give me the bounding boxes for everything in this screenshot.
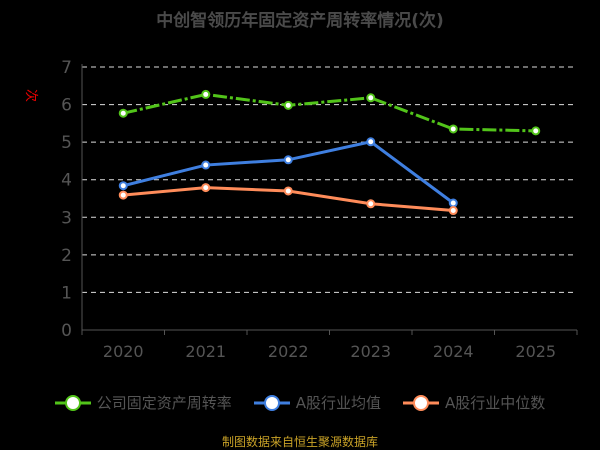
data-point — [283, 100, 293, 110]
data-point — [118, 181, 128, 191]
data-point — [366, 137, 376, 147]
x-tick-label: 2021 — [185, 342, 226, 361]
series-line-0 — [122, 92, 536, 133]
y-tick-label: 4 — [61, 171, 72, 191]
legend-label: 公司固定资产周转率 — [96, 394, 232, 412]
data-point — [283, 186, 293, 196]
legend-label: A股行业均值 — [295, 394, 381, 412]
y-tick-label: 3 — [61, 208, 72, 228]
y-tick-label: 5 — [61, 133, 72, 153]
data-point — [448, 124, 458, 134]
y-tick-label: 6 — [61, 96, 72, 116]
legend-marker-icon — [253, 394, 290, 411]
data-point — [201, 183, 211, 193]
y-tick-label: 2 — [61, 246, 72, 266]
data-point — [366, 199, 376, 209]
legend-item[interactable]: A股行业中位数 — [403, 392, 545, 413]
data-point — [118, 108, 128, 118]
data-point — [448, 198, 458, 208]
x-tick-label: 2024 — [433, 342, 474, 361]
data-point — [201, 160, 211, 170]
x-tick-label: 2023 — [350, 342, 391, 361]
y-tick-label: 7 — [61, 58, 72, 78]
legend-marker-icon — [403, 394, 439, 411]
legend: 公司固定资产周转率 A股行业均值 A股行业中位数 — [0, 392, 600, 413]
legend-item[interactable]: 公司固定资产周转率 — [54, 392, 232, 413]
x-tick-label: 2020 — [103, 342, 144, 361]
source-footer: 制图数据来自恒生聚源数据库 — [221, 435, 378, 449]
legend-label: A股行业中位数 — [445, 394, 546, 412]
x-tick-label: 2025 — [515, 342, 556, 361]
data-point — [118, 190, 128, 200]
data-point — [531, 126, 541, 136]
data-point — [201, 89, 211, 99]
line-chart: 0 1 2 3 4 5 6 7 2020 2021 2022 2023 2024 2025 — [61, 58, 578, 361]
x-tick-label: 2022 — [268, 342, 309, 361]
data-point — [283, 155, 293, 165]
data-point — [448, 206, 458, 216]
y-tick-label: 0 — [61, 321, 72, 341]
legend-marker-icon — [54, 394, 91, 411]
legend-item[interactable]: A股行业均值 — [253, 392, 381, 413]
data-point — [366, 93, 376, 103]
chart-title: 中创智领历年固定资产周转率情况(次) — [156, 11, 444, 31]
y-tick-label: 1 — [61, 283, 72, 303]
